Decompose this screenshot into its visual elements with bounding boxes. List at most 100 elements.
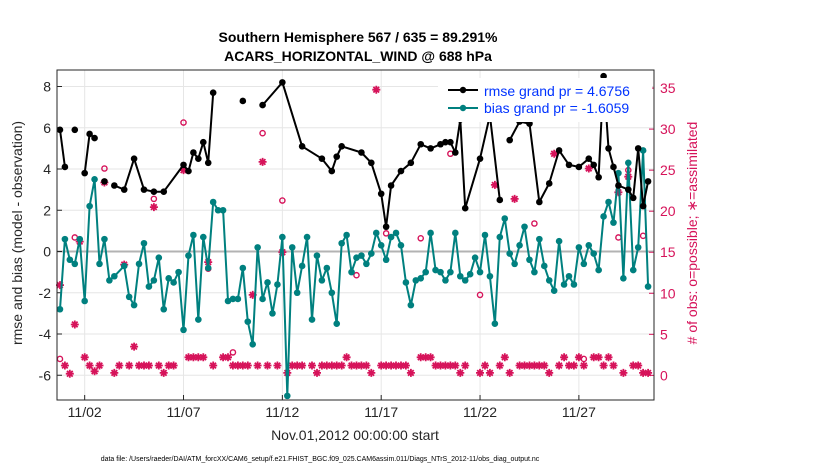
obs-assimilated-point xyxy=(70,320,79,329)
bias-point xyxy=(170,279,177,286)
obs-assimilated-point xyxy=(634,361,643,370)
x-tick-label: 11/02 xyxy=(68,404,102,420)
obs-possible-point xyxy=(259,129,266,137)
obs-assimilated-point xyxy=(85,361,94,370)
obs-assimilated-point xyxy=(416,353,425,362)
bias-point xyxy=(328,289,336,297)
obs-assimilated-point xyxy=(130,342,139,351)
obs-assimilated-point xyxy=(609,361,618,370)
y-left-tick-label: -6 xyxy=(39,367,52,383)
obs-assimilated-point xyxy=(189,353,198,362)
obs-assimilated-point xyxy=(619,368,628,377)
rmse-point xyxy=(56,126,64,134)
obs-assimilated-point xyxy=(426,353,435,362)
rmse-point xyxy=(190,149,197,156)
obs-assimilated-point xyxy=(550,149,559,158)
axis-ticks: 11/02 11/07 11/12 11/17 11/22 11/27 -6 -4 -2 0 2 4 6… xyxy=(39,79,676,421)
bias-point xyxy=(427,229,434,237)
rmse-point xyxy=(496,196,504,204)
obs-assimilated-point xyxy=(337,361,346,370)
bias-point xyxy=(323,264,331,272)
bias-point xyxy=(209,198,217,206)
rmse-point xyxy=(333,153,341,160)
obs-assimilated-point xyxy=(451,361,460,370)
bias-point xyxy=(254,244,261,251)
bias-point xyxy=(511,260,518,268)
legend-box xyxy=(438,78,652,122)
rmse-point xyxy=(600,72,607,80)
bias-point xyxy=(570,281,578,288)
rmse-point xyxy=(185,167,192,175)
obs-assimilated-point xyxy=(293,361,302,370)
bias-point xyxy=(150,277,158,284)
obs-assimilated-point xyxy=(446,361,455,370)
obs-possible-point xyxy=(150,195,158,203)
bias-point xyxy=(199,233,207,241)
rmse-point xyxy=(368,159,375,167)
bias-point xyxy=(279,233,286,241)
y-right-tick-label: 0 xyxy=(660,367,668,383)
obs-assimilated-point xyxy=(535,361,544,370)
y-right-tick-label: 25 xyxy=(660,162,676,178)
rmse-point xyxy=(610,163,617,171)
rmse-point xyxy=(377,190,385,198)
bias-point xyxy=(185,252,192,259)
y-left-tick-label: -4 xyxy=(39,326,52,342)
bias-point xyxy=(471,254,479,261)
rmse-point xyxy=(86,130,93,138)
y-right-tick-label: 20 xyxy=(660,203,676,219)
bias-point xyxy=(101,235,108,243)
bias-point xyxy=(412,277,420,284)
rmse-point xyxy=(279,79,286,86)
obs-assimilated-point xyxy=(95,361,104,370)
obs-assimilated-point xyxy=(194,353,203,362)
bias-point xyxy=(595,266,602,274)
obs-assimilated-point xyxy=(495,361,504,370)
obs-assimilated-point xyxy=(115,361,124,370)
obs-possible-point xyxy=(417,234,425,242)
bias-point xyxy=(125,293,133,301)
obs-assimilated-point xyxy=(401,361,410,370)
obs-assimilated-point xyxy=(159,368,168,377)
bias-point xyxy=(496,233,504,241)
bias-point xyxy=(392,229,400,237)
bias-point xyxy=(249,341,257,348)
rmse-point xyxy=(61,163,69,171)
rmse-point xyxy=(407,159,415,167)
obs-assimilated-point xyxy=(352,361,361,370)
bias-point xyxy=(264,279,271,286)
rmse-point xyxy=(140,186,148,193)
obs-possible-point xyxy=(476,291,484,299)
bias-point xyxy=(506,250,513,257)
obs-assimilated-point xyxy=(317,361,326,370)
rmse-point xyxy=(615,182,622,189)
bias-point xyxy=(610,219,617,226)
bias-point xyxy=(61,235,69,243)
y-left-tick-label: 6 xyxy=(43,120,51,136)
obs-assimilated-point xyxy=(545,368,554,377)
rmse-point xyxy=(461,204,469,212)
bias-point xyxy=(368,250,375,257)
rmse-point xyxy=(195,155,202,162)
legend-rmse-marker xyxy=(459,86,467,94)
bias-point xyxy=(160,305,168,313)
data-file-footer: data file: /Users/raeder/DAI/ATM_forcXX/… xyxy=(101,456,540,463)
bias-point xyxy=(140,239,148,247)
obs-assimilated-point xyxy=(357,361,366,370)
bias-point xyxy=(417,275,425,282)
obs-assimilated-point xyxy=(515,361,524,370)
obs-assimilated-point xyxy=(421,353,430,362)
x-tick-label: 11/27 xyxy=(562,404,596,420)
rmse-point xyxy=(442,138,449,146)
y-left-tick-label: 0 xyxy=(43,244,51,260)
obs-assimilated-point xyxy=(233,361,242,370)
y-left-tick-label: 8 xyxy=(43,79,51,95)
obs-assimilated-point xyxy=(298,361,307,370)
bias-point xyxy=(106,277,113,284)
rmse-point xyxy=(199,138,207,146)
bias-point xyxy=(644,283,652,290)
obs-assimilated-point xyxy=(510,194,519,203)
obs-assimilated-point xyxy=(500,353,509,362)
obs-assimilated-point xyxy=(140,361,148,370)
bias-point xyxy=(600,213,607,220)
